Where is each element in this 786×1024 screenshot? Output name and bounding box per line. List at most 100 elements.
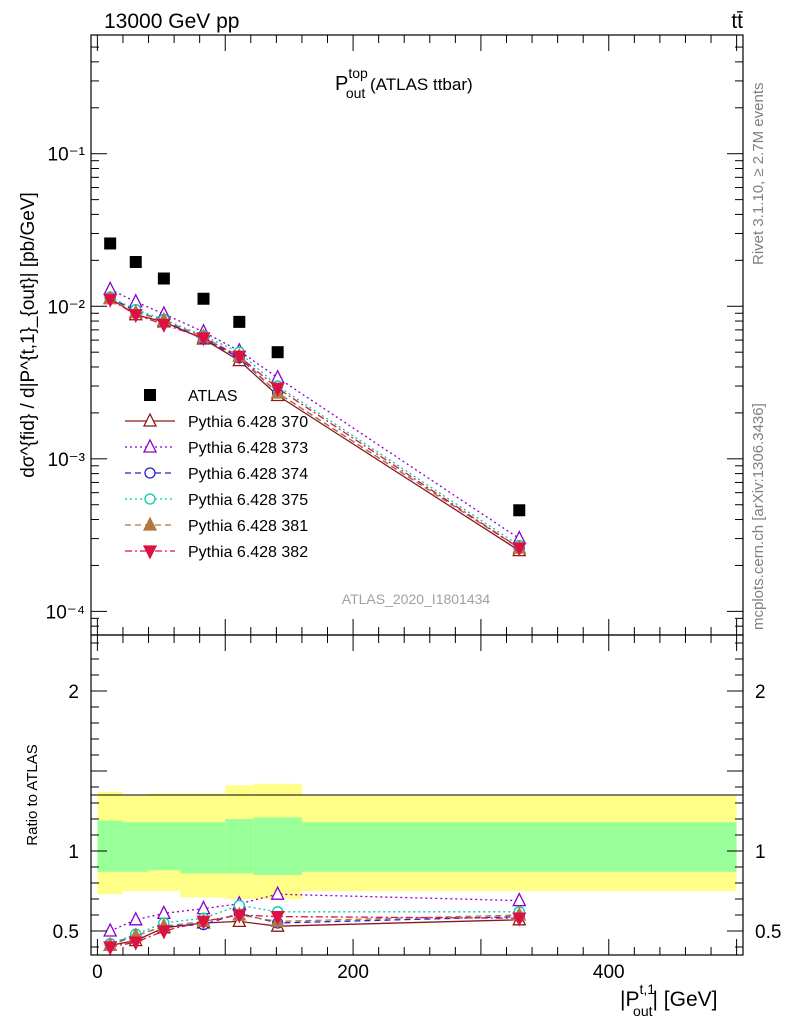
ratio-point (512, 892, 527, 907)
band-inner (180, 822, 226, 874)
legend-marker (144, 467, 156, 479)
ratio-line (109, 914, 520, 947)
mcplots-label: mcplots.cern.ch [arXiv:1306.3436] (750, 403, 767, 630)
band-inner (122, 822, 149, 872)
ratio-panel: 0.5 0.5 1 1 2 2 0 200 400 Ratio to ATLAS |Pt,1 ou… (24, 634, 781, 1019)
rivet-label: Rivet 3.1.10, ≥ 2.7M events (750, 83, 767, 266)
legend-label: Pythia 6.428 374 (188, 466, 308, 483)
ratio-y-tick-label: 1 (68, 842, 79, 863)
main-y-tick-label: 10⁻¹ (48, 145, 86, 166)
analysis-watermark: ATLAS_2020_I1801434 (342, 591, 491, 607)
ratio-y-tick-label-right: 0.5 (755, 922, 781, 943)
xlabel-suffix: | [GeV] (653, 988, 718, 1011)
data-point (104, 237, 117, 250)
x-tick-label: 400 (593, 962, 625, 983)
main-title: Ptop out (ATLAS ttbar) (335, 65, 473, 101)
ratio-point (103, 941, 118, 956)
main-y-tick-label: 10⁻² (48, 297, 86, 318)
ratio-point (196, 915, 211, 930)
legend-label: Pythia 6.428 370 (188, 414, 308, 431)
ratio-frame (90, 634, 744, 956)
legend-label: Pythia 6.428 381 (188, 518, 308, 535)
xlabel-sub: out (633, 1003, 653, 1019)
ratio-point (103, 922, 118, 937)
data-point (156, 318, 171, 333)
main-y-label: dσ^{fid} / d|P^{t,1}_{out}| [pb/GeV] (18, 192, 39, 478)
data-point (196, 332, 211, 347)
process-label: tt̄ (731, 10, 743, 33)
ratio-y-tick-label: 0.5 (53, 922, 79, 943)
ratio-point (270, 885, 285, 900)
main-series-layer (103, 237, 527, 557)
series-line (109, 288, 520, 540)
legend-item: ATLAS (144, 388, 238, 405)
legend: ATLAS Pythia 6.428 370 Pythia 6.428 373 Pyt… (125, 388, 308, 561)
legend-item: Pythia 6.428 374 (125, 466, 308, 483)
legend-marker (144, 493, 156, 505)
band-inner (301, 822, 737, 872)
legend-label: ATLAS (188, 388, 238, 405)
main-series-pythia-6-428-382 (103, 293, 527, 557)
legend-label: Pythia 6.428 382 (188, 544, 308, 561)
data-point (233, 315, 246, 328)
legend-marker (142, 516, 158, 531)
band-inner (225, 819, 254, 874)
ratio-y-label: Ratio to ATLAS (24, 744, 41, 845)
band-inner (148, 822, 181, 871)
xlabel-sup: t,1 (639, 981, 655, 997)
ratio-y-tick-label: 2 (68, 682, 79, 703)
data-point (129, 256, 142, 269)
ratio-line (110, 914, 520, 948)
legend-item: Pythia 6.428 370 (125, 412, 308, 431)
ratio-point (512, 912, 527, 927)
xlabel-main: |P (620, 988, 639, 1011)
ratio-point (156, 925, 171, 940)
legend-item: Pythia 6.428 373 (125, 438, 308, 457)
ratio-axes: 0.5 0.5 1 1 2 2 0 200 400 (53, 635, 781, 983)
ratio-point (270, 910, 285, 926)
title-sup: top (348, 65, 368, 81)
data-point (103, 293, 118, 308)
ratio-bands (97, 783, 737, 899)
legend-marker (142, 412, 158, 427)
ratio-y-tick-label-right: 1 (755, 842, 766, 863)
data-point (157, 272, 170, 285)
legend-marker (142, 545, 158, 560)
ratio-series-pythia-6-428-382 (103, 909, 527, 956)
main-series-atlas (104, 237, 526, 517)
x-tick-label: 0 (92, 962, 103, 983)
main-axes: 10⁻⁴ 10⁻³ 10⁻² 10⁻¹ (46, 35, 743, 636)
data-point (512, 542, 527, 557)
energy-label: 13000 GeV pp (104, 10, 239, 33)
main-y-tick-label: 10⁻³ (48, 450, 86, 471)
legend-item: Pythia 6.428 375 (125, 492, 308, 509)
x-axis-label: |Pt,1 out| [GeV] (620, 981, 718, 1019)
title-suffix: (ATLAS ttbar) (365, 75, 472, 94)
title-sub: out (346, 85, 366, 101)
legend-label: Pythia 6.428 373 (188, 440, 308, 457)
ratio-line (110, 919, 520, 947)
legend-marker (142, 438, 158, 453)
title-main: P (335, 73, 348, 95)
band-inner (253, 817, 302, 875)
data-point (270, 382, 285, 397)
legend-item: Pythia 6.428 381 (125, 516, 308, 535)
legend-item: Pythia 6.428 382 (125, 544, 308, 561)
main-series-pythia-6-428-370 (103, 289, 527, 557)
data-point (232, 350, 247, 365)
x-tick-label: 200 (337, 962, 369, 983)
ratio-series-layer (103, 885, 527, 956)
series-line (109, 297, 520, 552)
main-panel: 10⁻⁴ 10⁻³ 10⁻² 10⁻¹ Ptop out (ATLAS ttbar) A… (18, 34, 744, 636)
data-point (271, 346, 284, 359)
ratio-point (128, 911, 143, 926)
legend-marker (144, 389, 156, 401)
ratio-point (232, 909, 247, 924)
legend-label: Pythia 6.428 375 (188, 492, 308, 509)
main-y-tick-label: 10⁻⁴ (46, 602, 85, 623)
ratio-point (128, 936, 143, 951)
band-inner (97, 820, 123, 872)
data-point (197, 292, 210, 305)
data-point (513, 504, 526, 517)
